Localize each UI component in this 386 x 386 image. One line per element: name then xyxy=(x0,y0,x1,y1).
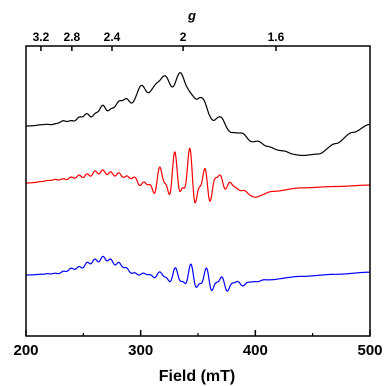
top-tick-label: 3.2 xyxy=(33,30,50,44)
top-tick-label: 2 xyxy=(180,30,187,44)
spectrum-line-2 xyxy=(25,147,371,204)
spectra-traces xyxy=(25,72,371,292)
top-tick-label: 2.8 xyxy=(64,30,81,44)
x-axis-tick-labels: 200 300 400 500 xyxy=(13,342,382,359)
top-axis-tick-labels: 3.2 2.8 2.4 2 1.6 xyxy=(33,30,285,44)
x-axis-ticks xyxy=(25,330,371,336)
x-axis-title: Field (mT) xyxy=(159,368,235,385)
x-tick-label: 300 xyxy=(128,342,153,359)
top-tick-label: 1.6 xyxy=(268,30,285,44)
top-axis-ticks xyxy=(40,46,277,51)
x-tick-label: 400 xyxy=(243,342,268,359)
x-tick-label: 500 xyxy=(357,342,382,359)
spectrum-line-1 xyxy=(25,72,371,157)
top-tick-label: 2.4 xyxy=(104,30,121,44)
plot-frame xyxy=(25,45,371,337)
x-tick-label: 200 xyxy=(13,342,38,359)
top-axis-title: g xyxy=(187,8,196,23)
spectrum-line-3 xyxy=(25,255,371,292)
